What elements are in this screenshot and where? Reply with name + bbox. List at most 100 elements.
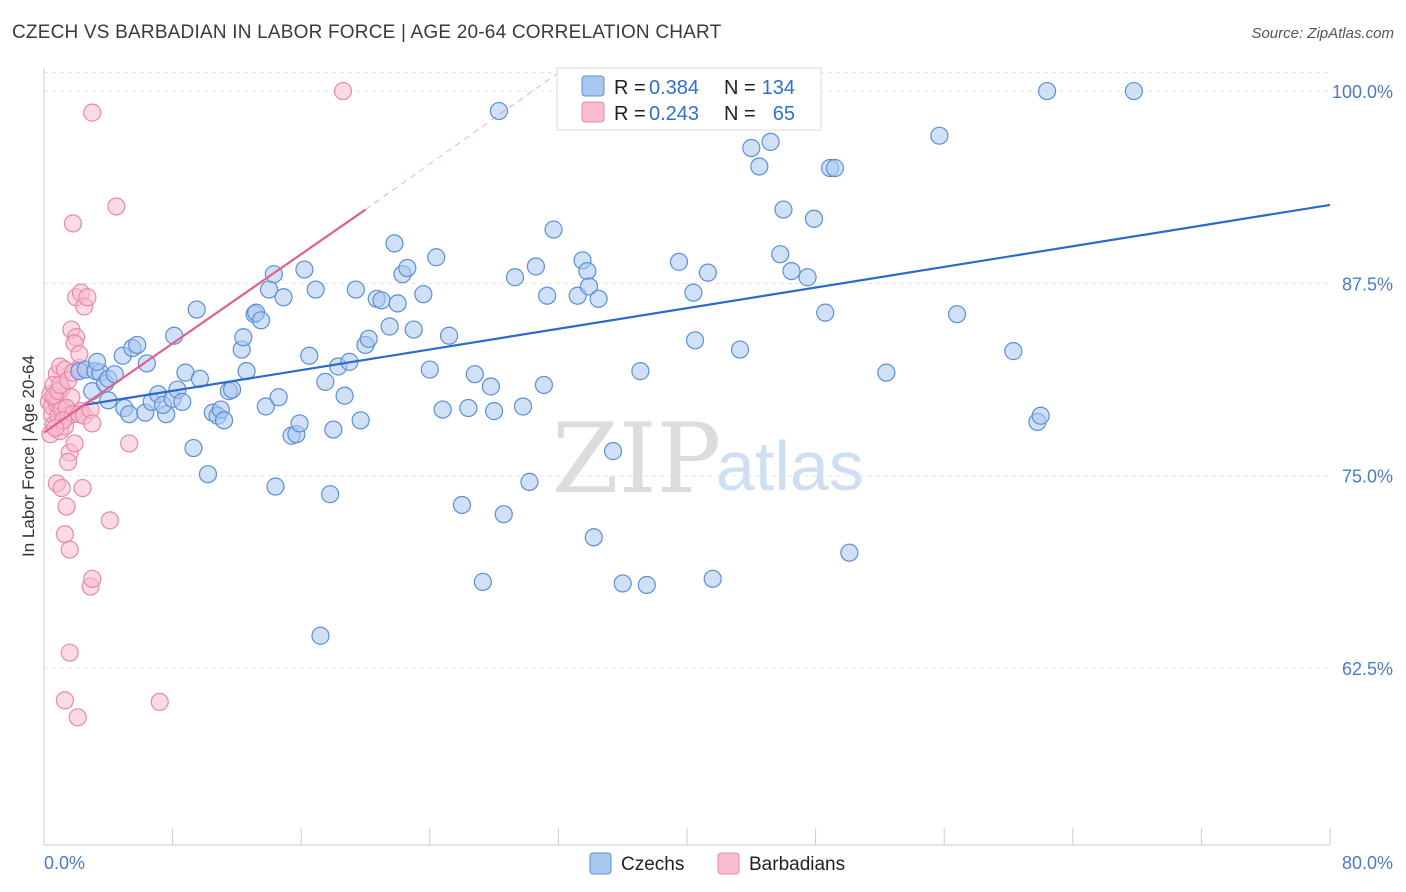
barb-legend-swatch xyxy=(581,101,605,123)
czech-point xyxy=(816,303,835,322)
legend-label-barbadians: Barbadians xyxy=(749,854,845,875)
czech-point xyxy=(513,397,533,416)
chart-title: CZECH VS BARBADIAN IN LABOR FORCE | AGE … xyxy=(12,22,722,43)
barbadian-point xyxy=(52,478,71,498)
barbadians-points xyxy=(39,81,353,727)
barbadian-point xyxy=(150,692,169,712)
czech-point xyxy=(321,485,340,504)
czech-point xyxy=(840,543,859,562)
czech-point xyxy=(388,294,407,313)
czech-point xyxy=(584,528,603,547)
barbadian-point xyxy=(65,434,84,453)
czech-point xyxy=(631,362,650,381)
barb-n-label: N = xyxy=(724,103,756,125)
czechs-points xyxy=(70,81,1143,645)
czech-point xyxy=(613,574,632,593)
barbadian-point xyxy=(83,103,102,122)
barbadian-point xyxy=(83,414,102,433)
barbadian-point xyxy=(60,643,79,662)
czech-point xyxy=(311,626,330,645)
czech-point xyxy=(414,285,433,304)
barbadian-point xyxy=(83,569,102,588)
czech-point xyxy=(316,372,335,391)
czech-point xyxy=(324,420,343,439)
y-axis-title: In Labor Force | Age 20-64 xyxy=(19,355,38,557)
czech-point xyxy=(669,252,689,271)
czech-point xyxy=(427,248,446,267)
czech-point xyxy=(579,277,599,296)
czech-point xyxy=(251,311,271,330)
czech-point xyxy=(269,388,288,407)
czech-point xyxy=(433,400,452,419)
barbadians-trend-line xyxy=(43,208,367,434)
y-tick-label: 87.5% xyxy=(1342,274,1393,294)
czech-point xyxy=(266,477,285,496)
czech-point xyxy=(300,346,319,365)
czech-point xyxy=(1031,406,1050,425)
czech-point xyxy=(234,328,253,347)
x-ticks xyxy=(43,828,1331,845)
barbadian-point xyxy=(55,525,74,544)
czechs-trend-line xyxy=(84,203,1331,407)
czech-point xyxy=(439,326,459,345)
czech-point xyxy=(1037,81,1057,101)
czech-n-label: N = xyxy=(724,77,756,99)
barbadian-point xyxy=(46,418,65,438)
czech-point xyxy=(489,101,509,121)
watermark-zip: ZIP xyxy=(552,403,721,515)
czech-point xyxy=(750,157,769,176)
barbadians-trend-extension xyxy=(365,72,559,210)
czech-point xyxy=(782,261,801,281)
barbadian-point xyxy=(55,691,74,710)
czech-point xyxy=(452,495,472,515)
czech-point xyxy=(526,257,545,276)
czech-point xyxy=(761,132,780,151)
czech-point xyxy=(473,572,492,591)
barbadian-point xyxy=(100,511,120,530)
czech-r-value: 0.384 xyxy=(649,77,699,99)
czech-point xyxy=(505,268,525,287)
czech-point xyxy=(222,380,242,399)
czech-n-value: 134 xyxy=(762,77,795,99)
series-legend: Czechs Barbadians xyxy=(589,852,845,875)
czech-point xyxy=(544,220,563,239)
czech-point xyxy=(385,234,404,253)
y-tick-label: 100.0% xyxy=(1332,82,1393,102)
czech-point xyxy=(825,158,844,178)
barb-r-label: R = xyxy=(614,103,646,125)
czech-point xyxy=(290,414,309,433)
barbadian-point xyxy=(70,345,89,364)
czech-point xyxy=(459,398,478,418)
czech-point xyxy=(774,200,793,219)
barbadian-point xyxy=(333,81,353,101)
legend-swatch-czechs xyxy=(589,852,612,875)
y-tick-label: 62.5% xyxy=(1342,659,1393,679)
barbadian-point xyxy=(120,434,139,453)
czech-point xyxy=(335,386,354,405)
czech-point xyxy=(798,268,817,287)
czech-point xyxy=(274,288,293,307)
barbadian-point xyxy=(57,497,76,516)
czech-point xyxy=(351,411,370,430)
czech-point xyxy=(485,402,504,421)
barbadian-point xyxy=(107,197,126,216)
czech-point xyxy=(534,375,554,395)
czech-point xyxy=(804,209,824,228)
czech-point xyxy=(198,465,218,484)
czech-point xyxy=(346,280,365,299)
czech-point xyxy=(465,365,484,384)
barb-n-value: 65 xyxy=(773,103,795,125)
czech-point xyxy=(947,305,967,324)
czech-point xyxy=(698,263,717,282)
czech-point xyxy=(173,392,192,411)
czech-point xyxy=(520,472,539,491)
czech-point xyxy=(877,363,896,382)
czech-point xyxy=(703,569,722,588)
czech-point xyxy=(295,260,314,279)
czech-point xyxy=(603,442,623,461)
czech-point xyxy=(538,286,557,305)
czech-point xyxy=(1004,342,1023,361)
czech-point xyxy=(398,258,417,278)
czech-point xyxy=(306,280,325,299)
grid-lines xyxy=(44,72,1330,669)
